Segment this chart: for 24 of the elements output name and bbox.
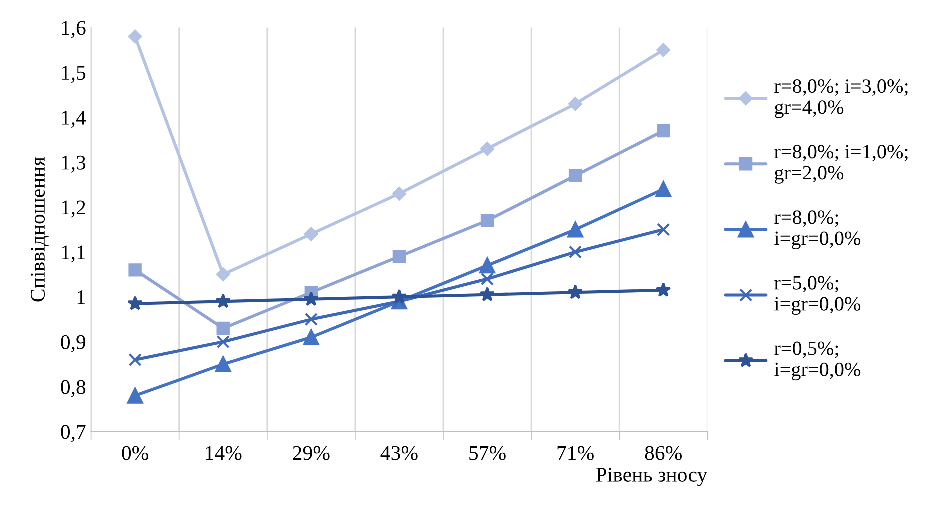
x-tick-label: 29%: [293, 446, 330, 460]
x-tick-label: 71%: [558, 446, 594, 460]
legend-label: r=8,0%; i=1,0%; gr=2,0%: [774, 145, 908, 184]
y-tick-label: 1,2: [62, 200, 86, 218]
y-tick-label: 0,9: [61, 335, 86, 352]
y-tick-label: 1,6: [62, 21, 86, 38]
y-tick-label: 1: [78, 290, 86, 304]
y-axis-title: Співвідношення: [31, 157, 49, 302]
x-tick-label: 14%: [206, 446, 242, 460]
x-tick-label: 86%: [645, 446, 682, 460]
x-tick-label: 0%: [122, 446, 148, 460]
legend-label: r=8,0%; i=3,0%; gr=4,0%: [774, 80, 908, 118]
x-tick-label: 43%: [380, 446, 418, 460]
y-tick-label: 1,3: [62, 156, 86, 173]
legend-label: r=8,0%; i=gr=0,0%: [774, 210, 861, 250]
y-tick-label: 1,5: [62, 66, 86, 84]
x-axis-title: Рівень зносу: [596, 468, 708, 486]
x-tick-label: 57%: [470, 446, 506, 460]
legend-label: r=0,5%; i=gr=0,0%: [774, 342, 861, 381]
y-tick-label: 1,1: [62, 246, 86, 263]
y-tick-label: 1,4: [62, 111, 86, 128]
y-tick-label: 0,8: [61, 380, 86, 398]
legend-label: r=5,0%; i=gr=0,0%: [774, 276, 861, 316]
y-tick-label: 0,7: [61, 425, 86, 442]
